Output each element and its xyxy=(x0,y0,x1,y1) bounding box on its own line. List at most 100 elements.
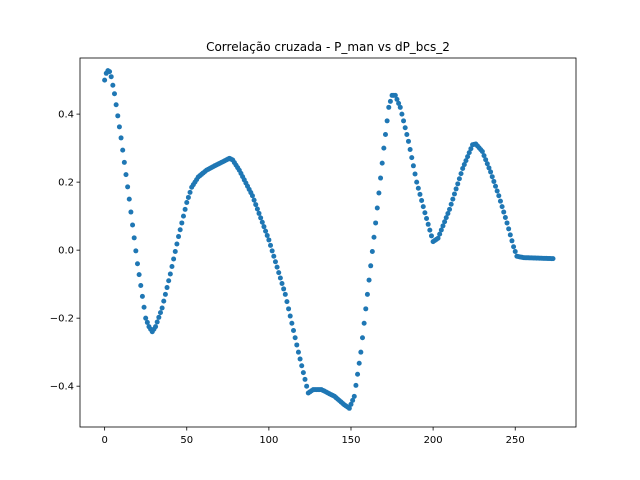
data-point xyxy=(177,227,183,233)
data-point xyxy=(256,210,262,216)
x-tick-label: 150 xyxy=(341,435,360,446)
data-point xyxy=(291,327,297,333)
data-point xyxy=(136,272,142,278)
data-point xyxy=(364,291,370,297)
data-point xyxy=(261,224,267,230)
data-point xyxy=(509,238,515,244)
data-point xyxy=(176,234,182,240)
data-point xyxy=(143,315,149,321)
data-point xyxy=(417,191,423,197)
x-tick-label: 250 xyxy=(506,435,525,446)
data-point xyxy=(363,306,369,312)
data-point xyxy=(511,244,517,250)
data-point xyxy=(156,314,162,320)
data-point xyxy=(164,285,170,291)
data-point xyxy=(268,242,274,248)
data-point xyxy=(282,291,288,297)
data-point xyxy=(494,188,500,194)
data-point xyxy=(493,183,499,189)
data-point xyxy=(266,237,272,243)
data-point xyxy=(405,138,411,144)
data-point xyxy=(484,161,490,167)
data-point xyxy=(414,179,420,185)
data-point xyxy=(465,154,471,160)
data-point xyxy=(161,298,167,304)
data-point xyxy=(483,157,489,163)
data-point xyxy=(353,382,359,388)
data-point xyxy=(166,278,172,284)
data-point xyxy=(115,113,121,119)
data-point xyxy=(350,397,356,403)
data-point xyxy=(133,248,139,254)
data-point xyxy=(504,220,510,226)
data-points xyxy=(102,68,556,411)
data-point xyxy=(404,132,410,138)
data-point xyxy=(286,306,292,312)
data-point xyxy=(397,104,403,110)
data-point xyxy=(453,186,459,192)
data-point xyxy=(154,319,160,325)
data-point xyxy=(394,96,400,102)
data-point xyxy=(153,324,159,330)
data-point xyxy=(437,231,443,237)
data-point xyxy=(144,319,150,325)
data-point xyxy=(425,221,431,227)
data-point xyxy=(419,197,425,203)
data-point xyxy=(113,102,119,108)
data-point xyxy=(272,259,278,265)
data-point xyxy=(126,196,132,202)
data-point xyxy=(409,155,415,161)
data-point xyxy=(108,74,114,80)
data-point xyxy=(351,393,357,399)
data-point xyxy=(284,299,290,305)
data-point xyxy=(466,150,472,156)
data-point xyxy=(402,125,408,131)
data-point xyxy=(373,220,379,226)
data-point xyxy=(274,264,280,270)
data-point xyxy=(420,204,426,210)
data-point xyxy=(182,206,188,212)
data-point xyxy=(491,178,497,184)
data-point xyxy=(499,204,505,210)
data-point xyxy=(463,158,469,164)
data-point xyxy=(458,171,464,177)
data-point xyxy=(184,200,190,206)
data-point xyxy=(297,356,303,362)
data-point xyxy=(355,371,361,377)
data-point xyxy=(381,145,387,151)
x-tick-label: 50 xyxy=(180,435,193,446)
data-point xyxy=(451,191,457,197)
data-point xyxy=(123,172,129,178)
data-point xyxy=(496,193,502,199)
data-point xyxy=(167,271,173,277)
data-point xyxy=(399,111,405,117)
data-point xyxy=(134,261,140,267)
x-axis: 0 50 100 150 200 250 xyxy=(101,427,525,446)
data-point xyxy=(479,149,485,155)
data-point xyxy=(125,184,131,190)
data-point xyxy=(382,132,388,138)
data-point xyxy=(428,233,434,239)
y-tick-label: 0.2 xyxy=(58,178,74,189)
data-point xyxy=(550,256,556,262)
data-point xyxy=(369,249,375,255)
data-point xyxy=(501,209,507,215)
data-point xyxy=(410,163,416,169)
data-point xyxy=(281,286,287,292)
data-point xyxy=(392,92,398,98)
data-point xyxy=(263,228,269,234)
data-point xyxy=(368,263,374,269)
data-point xyxy=(386,104,392,110)
data-point xyxy=(130,222,136,228)
data-point xyxy=(294,342,300,348)
data-point xyxy=(447,206,453,212)
data-point xyxy=(159,305,165,311)
data-point xyxy=(506,226,512,232)
x-tick-label: 100 xyxy=(259,435,278,446)
data-point xyxy=(289,320,295,326)
data-point xyxy=(287,313,293,319)
data-point xyxy=(259,219,265,225)
data-point xyxy=(366,277,372,283)
data-point xyxy=(120,147,126,153)
data-point xyxy=(300,370,306,376)
